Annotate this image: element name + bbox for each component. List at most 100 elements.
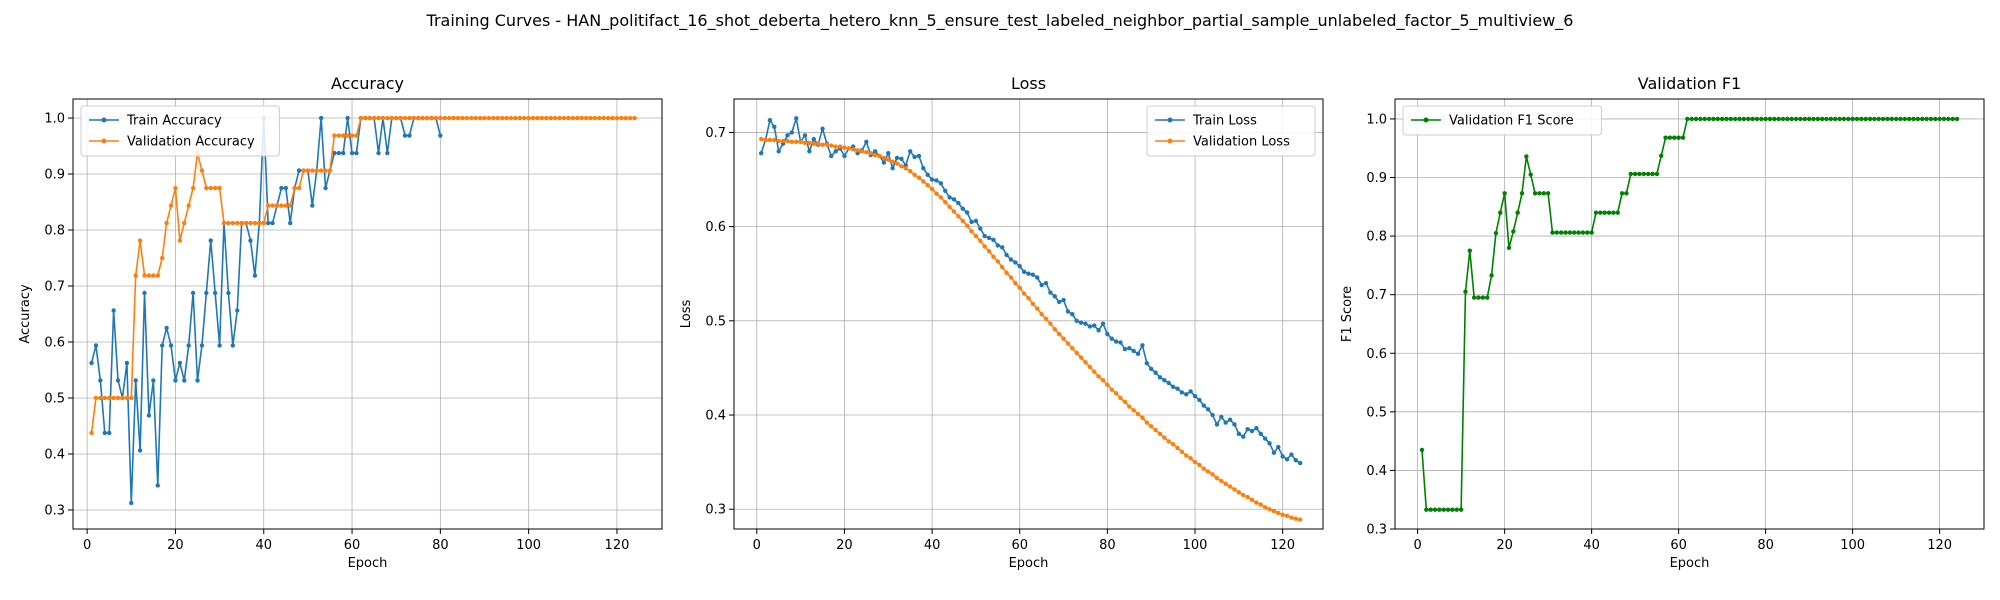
data-point bbox=[221, 220, 227, 226]
data-point bbox=[1920, 116, 1925, 122]
data-point bbox=[146, 273, 152, 278]
data-point bbox=[1485, 295, 1490, 300]
data-point bbox=[907, 149, 913, 154]
data-point bbox=[1798, 116, 1803, 122]
data-point bbox=[1298, 517, 1303, 522]
y-tick-label: 0.7 bbox=[1366, 288, 1387, 303]
data-point bbox=[1867, 116, 1873, 122]
data-point bbox=[1188, 456, 1193, 461]
data-point bbox=[1950, 116, 1955, 122]
chart-title: Validation F1 bbox=[1638, 74, 1741, 93]
data-point bbox=[539, 115, 545, 121]
data-point bbox=[1284, 513, 1290, 519]
data-point bbox=[1262, 436, 1268, 441]
data-point bbox=[1572, 230, 1577, 235]
data-point bbox=[398, 115, 403, 121]
data-point bbox=[763, 137, 768, 143]
data-point bbox=[807, 140, 812, 146]
data-point bbox=[811, 136, 816, 142]
data-point bbox=[142, 273, 147, 278]
data-point bbox=[1293, 458, 1299, 463]
data-point bbox=[1232, 422, 1237, 427]
data-point bbox=[1262, 505, 1268, 510]
data-point bbox=[1153, 427, 1158, 433]
data-point bbox=[530, 115, 536, 121]
data-point bbox=[389, 115, 394, 121]
data-point bbox=[548, 115, 553, 121]
data-point bbox=[1179, 449, 1185, 454]
data-point bbox=[1201, 403, 1206, 408]
y-tick-label: 0.6 bbox=[705, 220, 726, 235]
y-tick-label: 1.0 bbox=[44, 112, 65, 127]
data-point bbox=[111, 308, 116, 313]
data-point bbox=[969, 219, 974, 225]
data-point bbox=[1030, 301, 1036, 307]
data-point bbox=[164, 220, 169, 226]
x-tick-label: 0 bbox=[753, 538, 761, 553]
data-point bbox=[1872, 116, 1877, 122]
data-point bbox=[1428, 507, 1433, 512]
data-point bbox=[575, 115, 580, 121]
chart-0: 0 20 40 60 80 100 120 0.3 0.4 0.5 0.6 0.7 0.8 0.9 1.0 A… bbox=[18, 74, 663, 571]
data-point bbox=[1052, 294, 1057, 299]
data-point bbox=[872, 149, 878, 154]
data-point bbox=[1267, 507, 1272, 512]
data-point bbox=[336, 133, 342, 138]
data-point bbox=[142, 290, 147, 296]
data-point bbox=[1545, 191, 1551, 196]
data-point bbox=[186, 203, 191, 208]
data-point bbox=[177, 360, 183, 366]
data-point bbox=[1941, 116, 1947, 122]
chart-1: 0 20 40 60 80 100 120 0.3 0.4 0.5 0.6 0.7 Loss Epoch L… bbox=[679, 74, 1324, 571]
data-point bbox=[305, 168, 311, 173]
data-point bbox=[1249, 497, 1255, 502]
data-point bbox=[1641, 171, 1647, 177]
data-point bbox=[947, 204, 952, 210]
data-point bbox=[1035, 275, 1040, 280]
data-point bbox=[1763, 116, 1768, 122]
data-point bbox=[1105, 382, 1110, 388]
data-point bbox=[1241, 434, 1246, 439]
data-point bbox=[1188, 389, 1193, 394]
data-point bbox=[1153, 370, 1158, 375]
data-point bbox=[1615, 210, 1620, 215]
x-tick-label: 120 bbox=[1927, 538, 1952, 553]
data-point bbox=[1131, 348, 1136, 354]
x-tick-label: 120 bbox=[1270, 538, 1295, 553]
data-point bbox=[1824, 116, 1829, 122]
data-point bbox=[1175, 445, 1180, 451]
data-point bbox=[1021, 269, 1027, 275]
y-axis-label: Accuracy bbox=[18, 284, 33, 344]
data-point bbox=[1061, 336, 1066, 341]
data-point bbox=[1070, 345, 1075, 351]
data-point bbox=[1271, 508, 1277, 514]
data-point bbox=[1767, 116, 1773, 122]
data-point bbox=[173, 378, 178, 383]
data-point bbox=[93, 395, 99, 401]
data-point bbox=[1558, 230, 1564, 235]
data-point bbox=[1170, 442, 1176, 447]
data-point bbox=[349, 133, 355, 138]
data-point bbox=[820, 142, 825, 147]
data-point bbox=[367, 115, 372, 121]
data-point bbox=[1837, 116, 1842, 122]
data-point bbox=[1750, 116, 1755, 122]
data-point bbox=[1157, 431, 1163, 437]
data-point bbox=[1511, 229, 1516, 234]
data-point bbox=[208, 238, 213, 243]
data-point bbox=[881, 155, 887, 161]
data-point bbox=[1008, 257, 1014, 262]
data-point bbox=[973, 233, 979, 239]
data-point bbox=[323, 185, 328, 191]
data-point bbox=[758, 136, 764, 142]
data-point bbox=[274, 203, 280, 208]
data-point bbox=[960, 218, 965, 224]
legend-label: Validation Accuracy bbox=[127, 135, 255, 150]
data-point bbox=[1008, 275, 1014, 280]
data-point bbox=[190, 290, 196, 296]
data-point bbox=[1149, 366, 1154, 372]
data-point bbox=[1876, 116, 1881, 122]
data-point bbox=[978, 238, 983, 243]
data-point bbox=[1833, 116, 1838, 122]
data-point bbox=[1214, 475, 1220, 481]
